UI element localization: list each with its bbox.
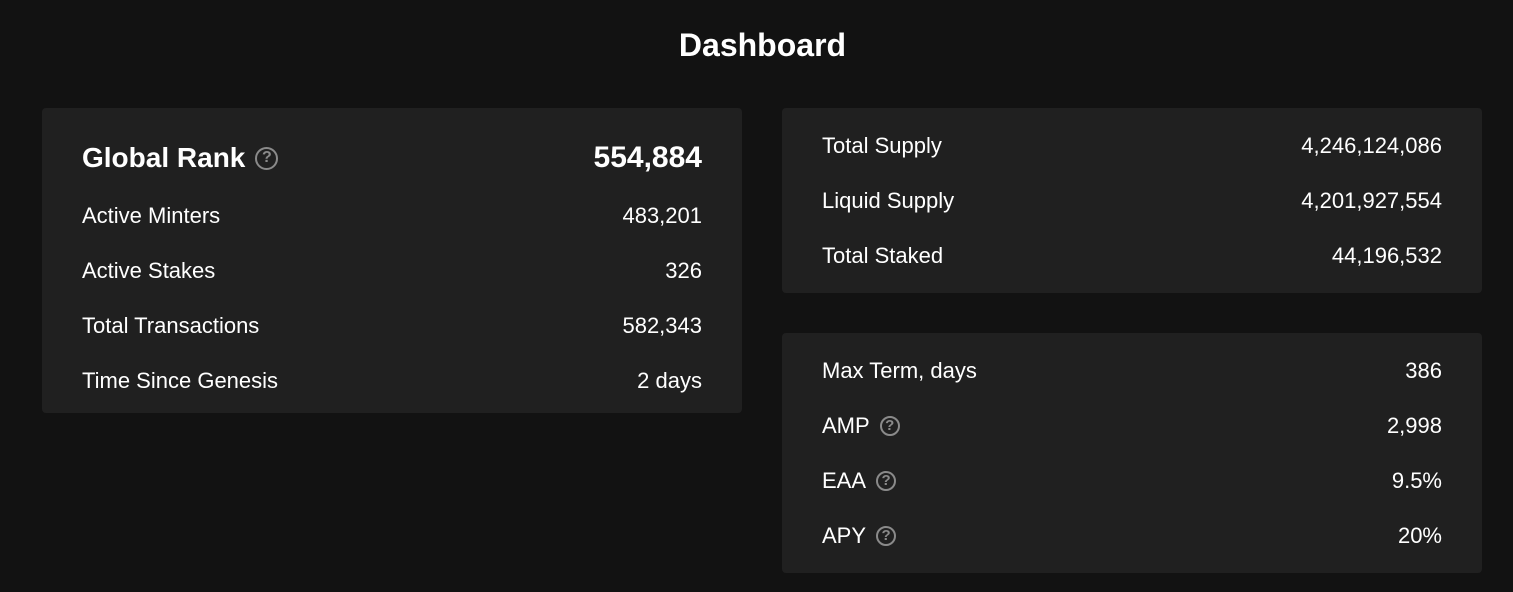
apy-value: 20% — [1397, 522, 1442, 548]
apy-label-group: APY ? — [822, 522, 897, 549]
global-rank-label-group: Global Rank ? — [82, 142, 279, 174]
global-rank-value: 554,884 — [593, 141, 702, 174]
total-transactions-row: Total Transactions 582,343 — [82, 298, 702, 353]
total-staked-label: Total Staked — [822, 242, 944, 268]
time-since-genesis-value: 2 days — [637, 367, 702, 393]
eaa-label: EAA — [822, 467, 867, 493]
amp-label-group: AMP ? — [822, 413, 900, 439]
total-transactions-value: 582,343 — [622, 312, 702, 338]
active-minters-row: Active Minters 483,201 — [82, 188, 702, 243]
total-transactions-label: Total Transactions — [82, 312, 260, 338]
global-rank-label: Global Rank — [82, 142, 246, 173]
page-title: Dashboard — [678, 27, 847, 63]
global-rank-row: Global Rank ? 554,884 — [82, 133, 702, 183]
eaa-row: EAA ? 9.5% — [822, 453, 1442, 508]
active-stakes-row: Active Stakes 326 — [82, 243, 702, 298]
help-circle-icon[interactable]: ? — [876, 525, 897, 546]
help-circle-icon[interactable]: ? — [255, 146, 279, 170]
amp-label: AMP — [822, 412, 870, 438]
total-supply-label: Total Supply — [822, 132, 942, 158]
active-minters-value: 483,201 — [622, 202, 702, 228]
eaa-value: 9.5% — [1391, 467, 1442, 493]
liquid-supply-row: Liquid Supply 4,201,927,554 — [822, 173, 1442, 228]
network-stats-card: Global Rank ? 554,884 Active Minters 483… — [42, 108, 742, 413]
active-stakes-label: Active Stakes — [82, 257, 216, 283]
active-stakes-value: 326 — [665, 257, 702, 283]
apy-row: APY ? 20% — [822, 508, 1442, 563]
time-since-genesis-row: Time Since Genesis 2 days — [82, 353, 702, 408]
amp-value: 2,998 — [1386, 412, 1442, 438]
help-circle-icon[interactable]: ? — [876, 470, 897, 491]
supply-card: Total Supply 4,246,124,086 Liquid Supply… — [782, 108, 1482, 293]
terms-card: Max Term, days 386 AMP ? 2,998 EAA ? 9.5… — [782, 333, 1482, 573]
max-term-label: Max Term, days — [822, 357, 977, 383]
max-term-row: Max Term, days 386 — [822, 343, 1442, 398]
liquid-supply-label: Liquid Supply — [822, 187, 955, 213]
max-term-value: 386 — [1405, 357, 1442, 383]
time-since-genesis-label: Time Since Genesis — [82, 367, 279, 393]
total-staked-value: 44,196,532 — [1331, 242, 1442, 268]
total-staked-row: Total Staked 44,196,532 — [822, 228, 1442, 283]
total-supply-row: Total Supply 4,246,124,086 — [822, 118, 1442, 173]
amp-row: AMP ? 2,998 — [822, 398, 1442, 453]
active-minters-label: Active Minters — [82, 202, 221, 228]
liquid-supply-value: 4,201,927,554 — [1301, 187, 1442, 213]
help-circle-icon[interactable]: ? — [879, 415, 900, 436]
apy-label: APY — [822, 522, 867, 548]
eaa-label-group: EAA ? — [822, 467, 897, 494]
total-supply-value: 4,246,124,086 — [1301, 132, 1442, 158]
